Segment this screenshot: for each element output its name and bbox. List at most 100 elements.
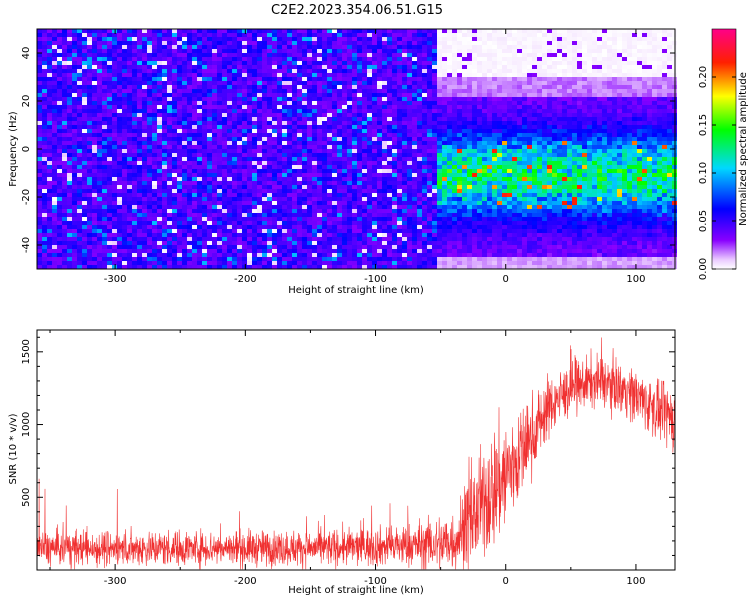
heatmap-cell	[37, 213, 42, 217]
heatmap-cell	[217, 157, 222, 161]
heatmap-cell	[427, 265, 432, 269]
heatmap-cell	[312, 221, 317, 225]
heatmap-cell	[57, 157, 62, 161]
heatmap-cell	[252, 137, 257, 141]
heatmap-cell	[407, 241, 412, 245]
heatmap-cell	[252, 181, 257, 185]
heatmap-cell	[427, 109, 432, 113]
heatmap-cell	[257, 165, 262, 169]
heatmap-cell	[37, 145, 42, 149]
heatmap-cell	[407, 85, 412, 89]
heatmap-cell	[132, 141, 137, 145]
heatmap-cell	[277, 253, 282, 257]
heatmap-cell	[387, 57, 392, 61]
heatmap-cell	[322, 205, 327, 209]
heatmap-cell	[382, 73, 387, 77]
heatmap-cell	[427, 101, 432, 105]
heatmap-cell	[122, 89, 127, 93]
heatmap-cell	[287, 221, 292, 225]
heatmap-cell	[297, 169, 302, 173]
heatmap-cell	[387, 213, 392, 217]
heatmap-cell	[172, 121, 177, 125]
heatmap-cell	[302, 169, 307, 173]
heatmap-cell	[187, 173, 192, 177]
heatmap-cell	[397, 153, 402, 157]
heatmap-cell	[182, 185, 187, 189]
heatmap-cell	[232, 105, 237, 109]
heatmap-cell	[142, 253, 147, 257]
heatmap-cell	[267, 125, 272, 129]
heatmap-cell	[212, 37, 217, 41]
heatmap-cell	[72, 169, 77, 173]
heatmap-cell	[102, 141, 107, 145]
heatmap-cell	[152, 61, 157, 65]
heatmap-cell	[117, 157, 122, 161]
heatmap-cell	[157, 133, 162, 137]
heatmap-cell	[67, 77, 72, 81]
heatmap-cell	[182, 49, 187, 53]
heatmap-cell	[377, 145, 382, 149]
heatmap-cell	[432, 249, 437, 253]
heatmap-cell	[272, 145, 277, 149]
heatmap-cell	[187, 129, 192, 133]
heatmap-cell	[162, 249, 167, 253]
heatmap-cell	[52, 181, 57, 185]
heatmap-cell	[412, 177, 417, 181]
heatmap-cell	[417, 77, 422, 81]
heatmap-cell	[287, 77, 292, 81]
heatmap-cell	[132, 213, 137, 217]
heatmap-cell	[262, 93, 267, 97]
heatmap-cell	[52, 205, 57, 209]
heatmap-cell	[347, 105, 352, 109]
heatmap-cell	[42, 241, 47, 245]
heatmap-cell	[407, 113, 412, 117]
heatmap-cell	[182, 37, 187, 41]
heatmap-cell	[407, 93, 412, 97]
heatmap-cell	[147, 213, 152, 217]
heatmap-cell	[217, 209, 222, 213]
heatmap-cell	[322, 261, 327, 265]
heatmap-cell	[112, 173, 117, 177]
heatmap-cell	[232, 213, 237, 217]
heatmap-cell	[322, 85, 327, 89]
heatmap-cell	[352, 129, 357, 133]
heatmap-cell	[107, 45, 112, 49]
heatmap-cell	[262, 265, 267, 269]
heatmap-cell	[217, 213, 222, 217]
heatmap-cell	[142, 185, 147, 189]
heatmap-cell	[72, 149, 77, 153]
heatmap-cell	[192, 229, 197, 233]
heatmap-cell	[282, 153, 287, 157]
heatmap-cell	[127, 205, 132, 209]
heatmap-cell	[397, 229, 402, 233]
heatmap-cell	[287, 265, 292, 269]
heatmap-cell	[402, 149, 407, 153]
heatmap-cell	[402, 249, 407, 253]
heatmap-cell	[272, 193, 277, 197]
heatmap-cell	[282, 197, 287, 201]
heatmap-cell	[407, 105, 412, 109]
heatmap-cell	[197, 93, 202, 97]
heatmap-cell	[282, 129, 287, 133]
heatmap-cell	[67, 213, 72, 217]
heatmap-cell	[262, 173, 267, 177]
heatmap-cell	[232, 181, 237, 185]
heatmap-cell	[177, 65, 182, 69]
heatmap-cell	[107, 137, 112, 141]
heatmap-cell	[212, 253, 217, 257]
heatmap-cell	[122, 237, 127, 241]
heatmap-cell	[262, 181, 267, 185]
heatmap-cell	[407, 209, 412, 213]
heatmap-cell	[137, 257, 142, 261]
heatmap-cell	[347, 41, 352, 45]
heatmap-cell	[417, 125, 422, 129]
heatmap-cell	[42, 237, 47, 241]
heatmap-cell	[82, 81, 87, 85]
heatmap-cell	[42, 97, 47, 101]
heatmap-cell	[377, 185, 382, 189]
heatmap-cell	[362, 101, 367, 105]
heatmap-cell	[262, 89, 267, 93]
heatmap-cell	[62, 205, 67, 209]
heatmap-cell	[237, 57, 242, 61]
heatmap-cell	[132, 237, 137, 241]
